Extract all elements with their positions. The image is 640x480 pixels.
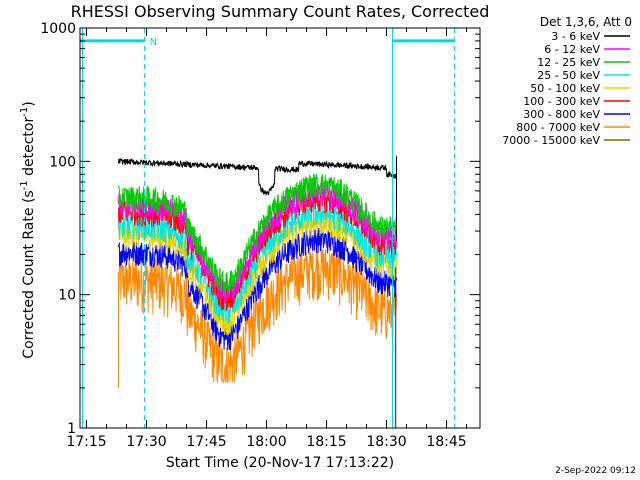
legend-label: 800 - 7000 keV — [516, 121, 600, 134]
y-tick-label: 1000 — [40, 21, 76, 37]
x-tick-label: 17:15 — [66, 434, 106, 450]
series-line — [118, 158, 397, 197]
y-axis-label: Corrected Count Rate (s-1 detector-1) — [19, 101, 37, 358]
y-ticks: 1 10 100 1000 — [40, 21, 480, 437]
legend-label: 3 - 6 keV — [551, 30, 600, 43]
series-line — [118, 211, 397, 336]
series-line — [118, 245, 397, 383]
x-tick-label: 17:30 — [126, 434, 166, 450]
series-layer — [118, 155, 398, 428]
legend-header: Det 1,3,6, Att 0 — [540, 15, 632, 29]
series-line — [118, 173, 397, 297]
legend-label: 50 - 100 keV — [530, 82, 600, 95]
chart-title: RHESSI Observing Summary Count Rates, Co… — [71, 2, 490, 21]
y-tick-label: 10 — [58, 288, 76, 304]
x-axis-label: Start Time (20-Nov-17 17:13:22) — [166, 455, 394, 471]
plot-frame — [79, 27, 481, 429]
x-ticks: 17:15 17:30 17:45 18:00 18:15 18:30 18:45 — [66, 28, 468, 450]
legend-label: 25 - 50 keV — [537, 69, 600, 82]
series-line — [118, 227, 397, 351]
legend-label: 300 - 800 keV — [523, 108, 600, 121]
x-tick-label: 18:30 — [366, 434, 406, 450]
footer-date: 2-Sep-2022 09:12 — [555, 466, 636, 476]
legend-label: 12 - 25 keV — [537, 56, 600, 69]
y-tick-label: 1 — [67, 421, 76, 437]
y-tick-label: 100 — [49, 154, 76, 170]
legend-label: 7000 - 15000 keV — [502, 134, 600, 147]
night-bar-label: N — [150, 37, 157, 48]
x-tick-label: 18:45 — [426, 434, 466, 450]
x-tick-label: 18:00 — [246, 434, 286, 450]
legend-label: 6 - 12 keV — [544, 43, 600, 56]
legend-label: 100 - 300 keV — [523, 95, 600, 108]
x-tick-label: 17:45 — [186, 434, 226, 450]
night-layer: N — [80, 28, 456, 428]
x-tick-label: 18:15 — [306, 434, 346, 450]
series-line — [118, 200, 397, 324]
